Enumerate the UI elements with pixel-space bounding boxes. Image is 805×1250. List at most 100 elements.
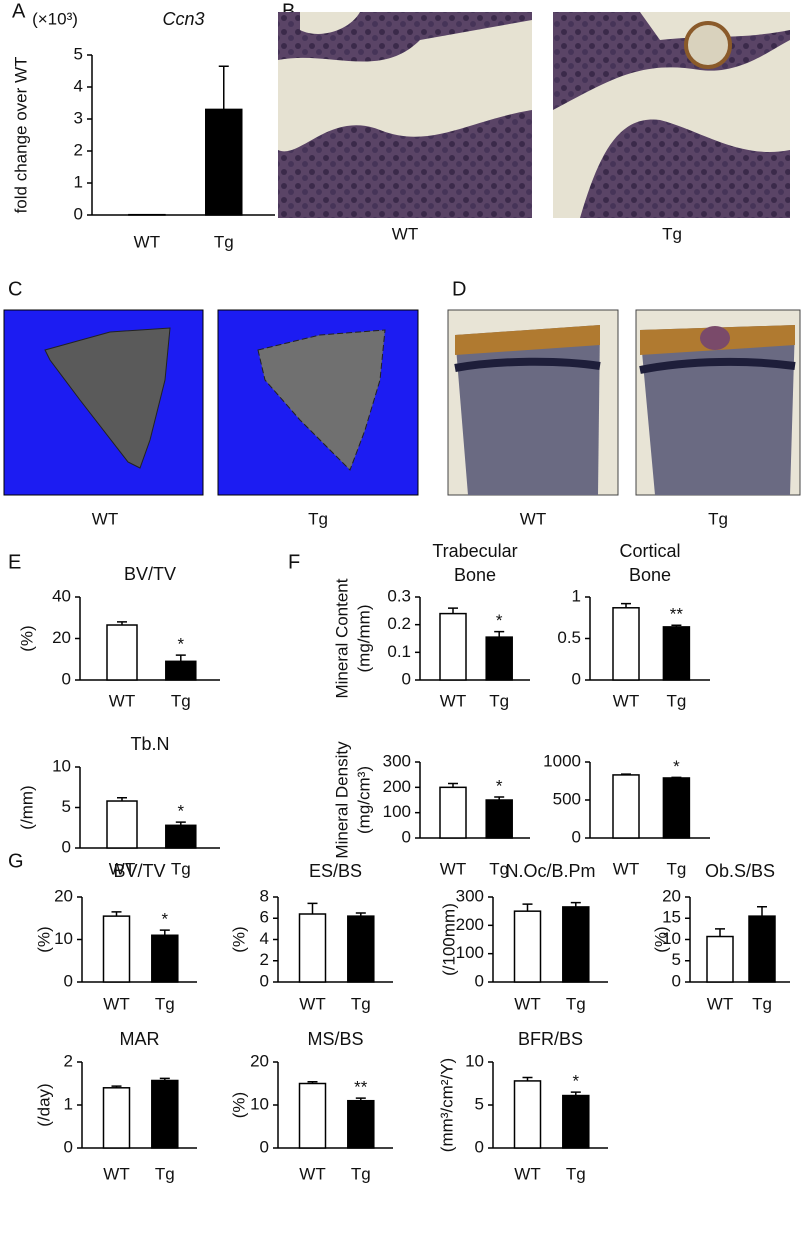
- error-bar: [355, 912, 366, 917]
- y-tick-label: 0: [74, 204, 83, 223]
- error-bar: [159, 929, 170, 936]
- x-tick-label: WT: [440, 691, 466, 710]
- bar: [165, 824, 197, 849]
- y-axis-label: (mg/cm³): [354, 766, 373, 834]
- y-tick-label: 40: [52, 586, 71, 605]
- y-tick-label: 500: [553, 789, 581, 808]
- bar: [485, 636, 513, 681]
- x-tick-label: Tg: [155, 994, 175, 1013]
- y-axis-label: Mineral Density: [332, 741, 351, 859]
- error-bar: [117, 797, 127, 802]
- error-bar: [307, 902, 318, 914]
- error-bar: [494, 630, 505, 638]
- image-label: Tg: [708, 509, 728, 528]
- bar: [439, 786, 467, 839]
- bar: [612, 607, 640, 681]
- y-tick-label: 10: [52, 756, 71, 775]
- image-label: Tg: [308, 509, 328, 528]
- bar: [151, 934, 179, 983]
- microct-image: [217, 309, 419, 496]
- y-tick-label: 1: [572, 586, 581, 605]
- chart-title: Ob.S/BS: [705, 861, 775, 881]
- y-tick-label: 0: [260, 971, 269, 990]
- error-bar: [570, 1091, 581, 1096]
- chart-title: N.Oc/B.Pm: [505, 861, 595, 881]
- image-label: WT: [392, 224, 418, 243]
- bar: [106, 624, 138, 681]
- x-tick-label: WT: [514, 1164, 540, 1183]
- histology-image: [278, 12, 532, 218]
- image-label: WT: [92, 509, 118, 528]
- y-tick-label: 0: [402, 827, 411, 846]
- error-bar: [175, 654, 186, 662]
- y-axis-label: (/100mm): [439, 903, 458, 976]
- significance-label: *: [177, 802, 184, 821]
- y-tick-label: 3: [74, 108, 83, 127]
- panel-letter: E: [8, 551, 21, 573]
- y-tick-label: 200: [383, 777, 411, 796]
- bar: [298, 1082, 327, 1149]
- microct-image: [3, 309, 204, 496]
- y-tick-label: 5: [475, 1094, 484, 1113]
- y-tick-label: 8: [260, 886, 269, 905]
- significance-label: **: [354, 1078, 368, 1097]
- y-tick-label: 0: [260, 1137, 269, 1156]
- bar: [562, 1094, 590, 1149]
- bar: [513, 1080, 542, 1149]
- chart-title: Bone: [629, 565, 671, 585]
- error-bar: [522, 903, 533, 912]
- x-tick-label: WT: [514, 994, 540, 1013]
- x-tick-label: Tg: [566, 1164, 586, 1183]
- y-axis-label: (%): [229, 1092, 248, 1118]
- y-axis-label: (%): [34, 926, 53, 952]
- error-bar: [448, 782, 458, 788]
- x-tick-label: WT: [440, 859, 466, 878]
- x-tick-label: Tg: [752, 994, 772, 1013]
- y-tick-label: 20: [662, 886, 681, 905]
- bar: [151, 1079, 179, 1149]
- significance-label: *: [177, 635, 184, 654]
- y-tick-label: 0.2: [387, 614, 411, 633]
- panel-letter: G: [8, 850, 24, 872]
- x-tick-label: WT: [134, 232, 160, 251]
- chart-title: MS/BS: [307, 1029, 363, 1049]
- x-tick-label: WT: [103, 1164, 129, 1183]
- y-tick-label: 2: [64, 1051, 73, 1070]
- y-axis-label: (/mm): [17, 785, 36, 829]
- y-tick-label: 1: [64, 1094, 73, 1113]
- chart-title: MAR: [120, 1029, 160, 1049]
- y-tick-label: 2: [260, 950, 269, 969]
- y-tick-label: 10: [465, 1051, 484, 1070]
- y-axis-label: (%): [229, 926, 248, 952]
- y-tick-label: 15: [662, 908, 681, 927]
- image-label: Tg: [662, 224, 682, 243]
- y-tick-label: 0: [475, 1137, 484, 1156]
- bar: [562, 906, 590, 983]
- bar: [102, 1087, 131, 1149]
- chart-title: Cortical: [619, 541, 680, 561]
- bar: [205, 108, 243, 216]
- y-axis-label: (%): [651, 926, 670, 952]
- x-tick-label: Tg: [171, 859, 191, 878]
- chart-title: Ccn3: [162, 9, 204, 29]
- error-bar: [117, 621, 127, 626]
- bar: [165, 660, 197, 681]
- bar: [106, 800, 138, 849]
- y-tick-label: 6: [260, 908, 269, 927]
- y-tick-label: 0.5: [557, 628, 581, 647]
- y-tick-label: 0.3: [387, 586, 411, 605]
- x-tick-label: Tg: [214, 232, 234, 251]
- y-tick-label: 1: [74, 172, 83, 191]
- panel-letter: A: [12, 0, 26, 22]
- bar: [748, 915, 776, 983]
- bone-section-image: [447, 309, 619, 496]
- error-bar: [175, 821, 186, 826]
- x-tick-label: Tg: [666, 691, 686, 710]
- y-tick-label: 5: [62, 797, 71, 816]
- y-axis-label: (%): [17, 625, 36, 651]
- bar: [662, 777, 691, 839]
- error-bar: [494, 796, 505, 800]
- y-tick-label: 0: [572, 669, 581, 688]
- bar: [612, 774, 640, 839]
